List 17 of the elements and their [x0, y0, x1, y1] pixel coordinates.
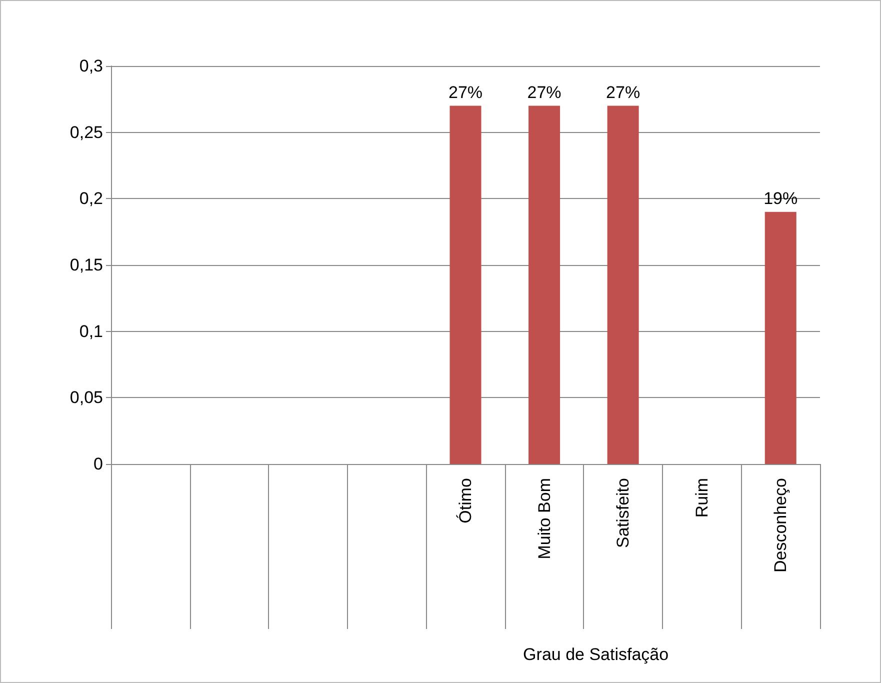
x-tick-label: Ruim	[692, 478, 712, 518]
y-tick-label: 0,2	[79, 189, 103, 208]
x-tick-label: Ótimo	[456, 478, 475, 524]
data-label: 27%	[606, 82, 640, 102]
x-tick-label: Desconheço	[771, 478, 790, 573]
y-tick-label: 0,15	[70, 256, 103, 274]
data-label: 19%	[764, 188, 798, 208]
y-tick-label: 0,25	[70, 122, 103, 142]
x-tick-label: Satisfeito	[614, 478, 633, 548]
x-axis-title: Grau de Satisfação	[523, 645, 669, 664]
y-tick-label: 0,1	[79, 322, 103, 341]
y-tick-label: 0,05	[70, 388, 103, 408]
y-tick-label: 0,3	[79, 56, 103, 76]
data-label: 27%	[527, 82, 562, 102]
data-label: 27%	[448, 82, 483, 102]
y-tick-label: 0	[94, 454, 103, 474]
x-tick-label: Muito Bom	[534, 478, 554, 560]
